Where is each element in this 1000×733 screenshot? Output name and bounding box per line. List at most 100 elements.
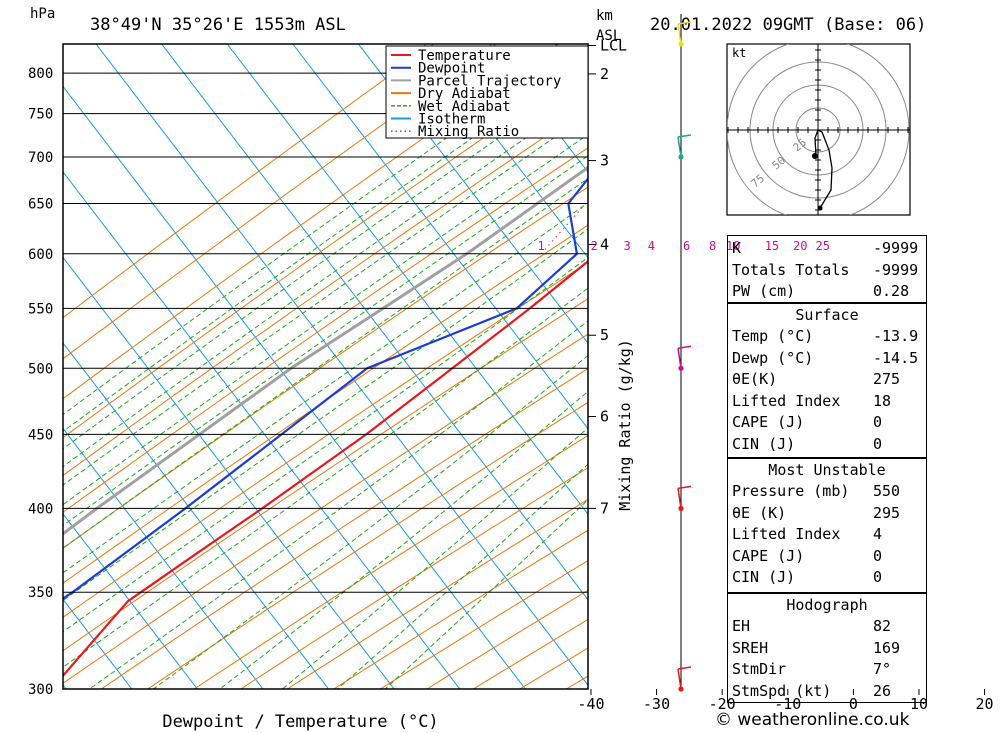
mixing-ratio-label: 1: [538, 239, 545, 253]
hpa-unit-label: hPa: [30, 6, 55, 22]
index-value: -13.9: [873, 327, 919, 345]
index-value: 26: [873, 681, 892, 700]
index-label: Temp (°C): [732, 327, 814, 345]
pressure-tick-label: 750: [28, 107, 53, 123]
mixing-ratio-label: 6: [683, 239, 690, 253]
most-unstable-title: Most Unstable: [768, 461, 886, 479]
most-unstable-box: Most Unstable Pressure (mb) 550 θE (K) 295…: [727, 458, 927, 593]
surface-row: Lifted Index 18: [728, 391, 926, 413]
legend-label: Dry Adiabat: [418, 86, 511, 102]
pressure-tick-label: 800: [28, 66, 53, 82]
index-label: StmSpd (kt): [732, 681, 832, 700]
index-value: -9999: [873, 239, 919, 257]
mu-row: Lifted Index 4: [728, 524, 926, 546]
mu-row: θE (K) 295: [728, 503, 926, 525]
wind-barb: [677, 668, 682, 690]
plot-frame: [62, 43, 589, 690]
dry-adiabat-line: [240, 467, 588, 689]
legend-label: Parcel Trajectory: [418, 73, 561, 89]
index-value: 295: [873, 503, 901, 522]
surface-row: CAPE (J) 0: [728, 412, 926, 434]
pressure-tick-label: 450: [28, 427, 53, 443]
x-tick-label: 0: [849, 695, 858, 713]
hodograph-indices-box: Hodograph EH 82 SREH 169 StmDir 7° StmSpd (…: [727, 593, 927, 703]
index-label: Totals Totals: [732, 260, 850, 279]
isotherm-line: [489, 44, 588, 174]
wind-barb-flag: [677, 485, 692, 490]
datetime-title: 20.01.2022 09GMT (Base: 06): [650, 15, 926, 35]
hodograph-trace-2: [814, 129, 819, 157]
km-tick-label: LCL: [600, 37, 627, 55]
x-tick-label: 10: [910, 695, 928, 713]
km-tick-label: 5: [600, 326, 609, 344]
wet-adiabat-line: [153, 354, 588, 689]
wet-adiabat-line: [63, 287, 588, 668]
mu-row: CIN (J) 0: [728, 567, 926, 589]
mixing-ratio-label: 15: [765, 239, 779, 253]
wind-barb: [677, 136, 682, 158]
index-value: 0: [873, 413, 883, 431]
pressure-tick-label: 650: [28, 197, 53, 213]
isotherm-line: [95, 44, 588, 686]
mu-row: CAPE (J) 0: [728, 546, 926, 568]
x-axis-label: Dewpoint / Temperature (°C): [162, 712, 438, 732]
index-label: K: [732, 239, 742, 257]
index-value: -9999: [873, 260, 919, 279]
index-label: Lifted Index: [732, 391, 841, 410]
dry-adiabat-line: [63, 44, 434, 319]
index-label: CAPE (J): [732, 546, 805, 565]
pressure-tick-label: 550: [28, 301, 53, 317]
mixing-ratio-axis-label: Mixing Ratio (g/kg): [616, 339, 634, 511]
isotherm-line: [161, 44, 588, 601]
hodograph-end-dot: [817, 205, 823, 211]
basic-indices-box: K -9999 Totals Totals -9999 PW (cm) 0.28: [727, 235, 927, 303]
index-label: Pressure (mb): [732, 482, 850, 500]
mixing-ratio-label: 3: [624, 239, 631, 253]
index-label: CAPE (J): [732, 413, 805, 431]
index-value: 18: [873, 391, 892, 410]
surface-box: Surface Temp (°C) -13.9 Dewp (°C) -14.5 θE…: [727, 303, 927, 458]
index-value: 550: [873, 482, 901, 500]
index-label: θE(K): [732, 370, 778, 388]
dry-adiabat-line: [63, 261, 588, 618]
km-tick-label: 4: [600, 235, 609, 253]
copyright-text[interactable]: © weatheronline.co.uk: [715, 710, 910, 730]
surface-title: Surface: [795, 306, 859, 324]
x-tick-label: -40: [577, 695, 604, 713]
isotherm-line: [63, 85, 526, 689]
mixing-ratio-label: 10: [726, 239, 740, 253]
location-title: 38°49'N 35°26'E 1553m ASL: [90, 15, 346, 35]
pressure-tick-label: 350: [28, 585, 53, 601]
legend-label: Mixing Ratio: [418, 124, 519, 140]
wind-barb-flag: [677, 21, 692, 25]
km-tick-label: 3: [600, 152, 609, 170]
wind-barb-flag: [677, 134, 692, 138]
hodograph-title: Hodograph: [786, 596, 868, 614]
index-value: 7°: [873, 660, 892, 678]
index-label: Lifted Index: [732, 525, 841, 543]
wind-barb: [677, 488, 682, 509]
wet-adiabat-line: [63, 133, 588, 506]
pressure-tick-label: 500: [28, 361, 53, 377]
index-value: 82: [873, 617, 892, 635]
hodo-row: SREH 169: [728, 638, 926, 660]
storm-motion-marker: [812, 153, 818, 159]
isotherm-line: [226, 44, 588, 515]
legend-label: Dewpoint: [418, 61, 485, 77]
index-label: SREH: [732, 638, 769, 657]
dry-adiabat-line: [63, 298, 588, 652]
isotherm-line: [63, 427, 264, 689]
index-value: -14.5: [873, 348, 919, 367]
index-label: StmDir: [732, 660, 787, 678]
surface-row: CIN (J) 0: [728, 434, 926, 456]
wind-barb-flag: [677, 345, 692, 349]
dry-adiabat-line: [63, 147, 588, 513]
wet-adiabat-line: [63, 177, 588, 549]
pressure-tick-label: 700: [28, 150, 53, 166]
index-value: 0: [873, 546, 883, 565]
km-tick-label: 2: [600, 65, 609, 83]
km-unit-label-2: ASL: [596, 28, 621, 44]
surface-row: Dewp (°C) -14.5: [728, 348, 926, 370]
surface-row: Temp (°C) -13.9: [728, 326, 926, 348]
